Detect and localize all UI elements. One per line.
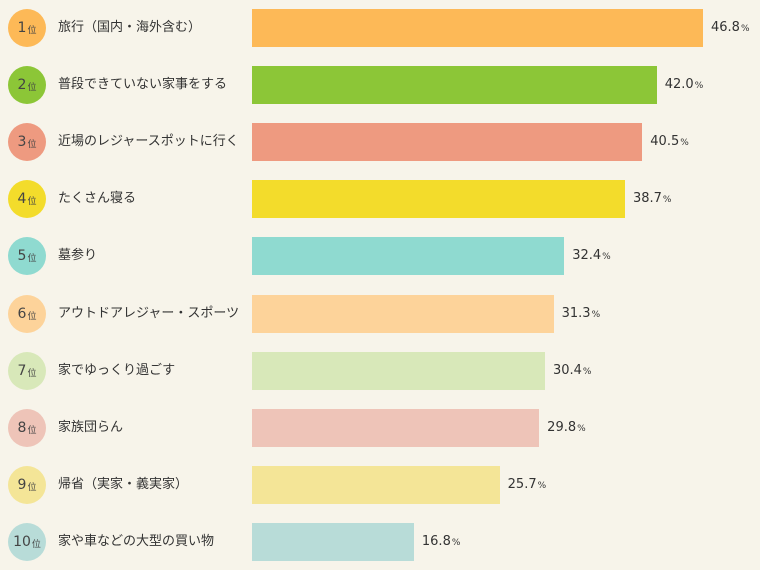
rank-suffix: 位 [27,482,37,493]
rank-number: 3 [17,134,27,151]
category-label: 家や車などの大型の買い物 [58,533,215,549]
bar [252,465,500,504]
rank-number: 5 [17,248,27,265]
value-number: 16.8 [421,533,451,549]
chart-row: 4 位たくさん寝る 38.7% [0,179,760,219]
value-number: 31.3 [561,305,591,321]
percent-unit: % [577,423,586,434]
rank-suffix: 位 [27,311,37,322]
bar [252,351,545,390]
percent-unit: % [740,24,750,34]
value-number: 25.7 [507,476,537,492]
value-number: 32.4 [572,248,602,264]
bar [252,9,703,47]
value-label: 40.5% [650,122,689,162]
value-label: 42.0% [665,65,704,105]
rank-number: 6 [17,305,27,322]
category-label: 近場のレジャースポットに行く [58,134,239,150]
rank-suffix: 位 [31,539,41,550]
rank-number: 4 [17,191,27,208]
value-number: 42.0 [664,77,694,93]
category-label: 普段できていない家事をする [58,77,228,93]
category-label: 帰省（実家・義実家） [58,476,189,492]
chart-row: 3 位近場のレジャースポットに行く 40.5% [0,122,760,162]
value-label: 29.8% [547,408,586,448]
chart-row: 9 位帰省（実家・義実家） 25.7% [0,465,760,505]
value-label: 38.7% [633,179,672,219]
rank-suffix: 位 [27,368,37,379]
percent-unit: % [537,480,547,491]
percent-unit: % [662,195,672,206]
value-label: 16.8% [422,522,461,562]
percent-unit: % [582,366,592,377]
chart-row: 10 位家や車などの大型の買い物 16.8% [0,522,760,562]
value-label: 30.4% [553,351,592,391]
rank-number: 7 [17,362,27,379]
value-number: 29.8 [547,419,577,435]
rank-suffix: 位 [27,83,37,94]
category-label: 墓参り [58,248,98,264]
bar [252,123,643,162]
category-label: 旅行（国内・海外含む） [58,20,202,35]
category-label: 家族団らん [58,419,124,435]
chart-row: 6 位アウトドアレジャー・スポーツ 31.3% [0,294,760,334]
chart-row: 5 位墓参り 32.4% [0,236,760,276]
value-number: 40.5 [650,134,680,150]
bar [252,294,554,333]
rank-suffix: 位 [27,254,37,265]
rank-suffix: 位 [27,140,37,151]
rank-suffix: 位 [27,425,37,436]
chart-row: 1 位旅行（国内・海外含む） 46.8% [0,8,760,48]
value-label: 25.7% [508,465,547,505]
rank-number: 2 [17,77,27,94]
rank-number: 8 [17,419,27,436]
bar [252,237,565,276]
rank-suffix: 位 [27,26,37,36]
value-number: 46.8 [711,20,740,35]
value-label: 31.3% [562,294,601,334]
rank-number: 10 [13,533,31,550]
percent-unit: % [591,309,601,320]
rank-suffix: 位 [27,197,37,208]
category-label: たくさん寝る [58,191,137,207]
bar [252,408,540,447]
bar [252,66,657,105]
category-label: アウトドアレジャー・スポーツ [58,305,240,321]
value-label: 46.8% [711,8,750,48]
rank-badge: 10 位 [8,522,46,561]
percent-unit: % [602,252,611,263]
chart-row: 2 位普段できていない家事をする 42.0% [0,65,760,105]
percent-unit: % [680,138,689,149]
rank-number: 1 [17,20,27,36]
value-label: 32.4% [572,236,611,276]
category-label: 家でゆっくり過ごす [58,362,176,378]
chart-row: 8 位家族団らん 29.8% [0,408,760,448]
bar [252,522,414,561]
bar [252,180,625,219]
value-number: 38.7 [632,191,662,207]
percent-unit: % [694,81,704,92]
chart-row: 7 位家でゆっくり過ごす 30.4% [0,351,760,391]
value-number: 30.4 [552,362,582,378]
percent-unit: % [451,537,461,548]
rank-number: 9 [17,476,27,493]
